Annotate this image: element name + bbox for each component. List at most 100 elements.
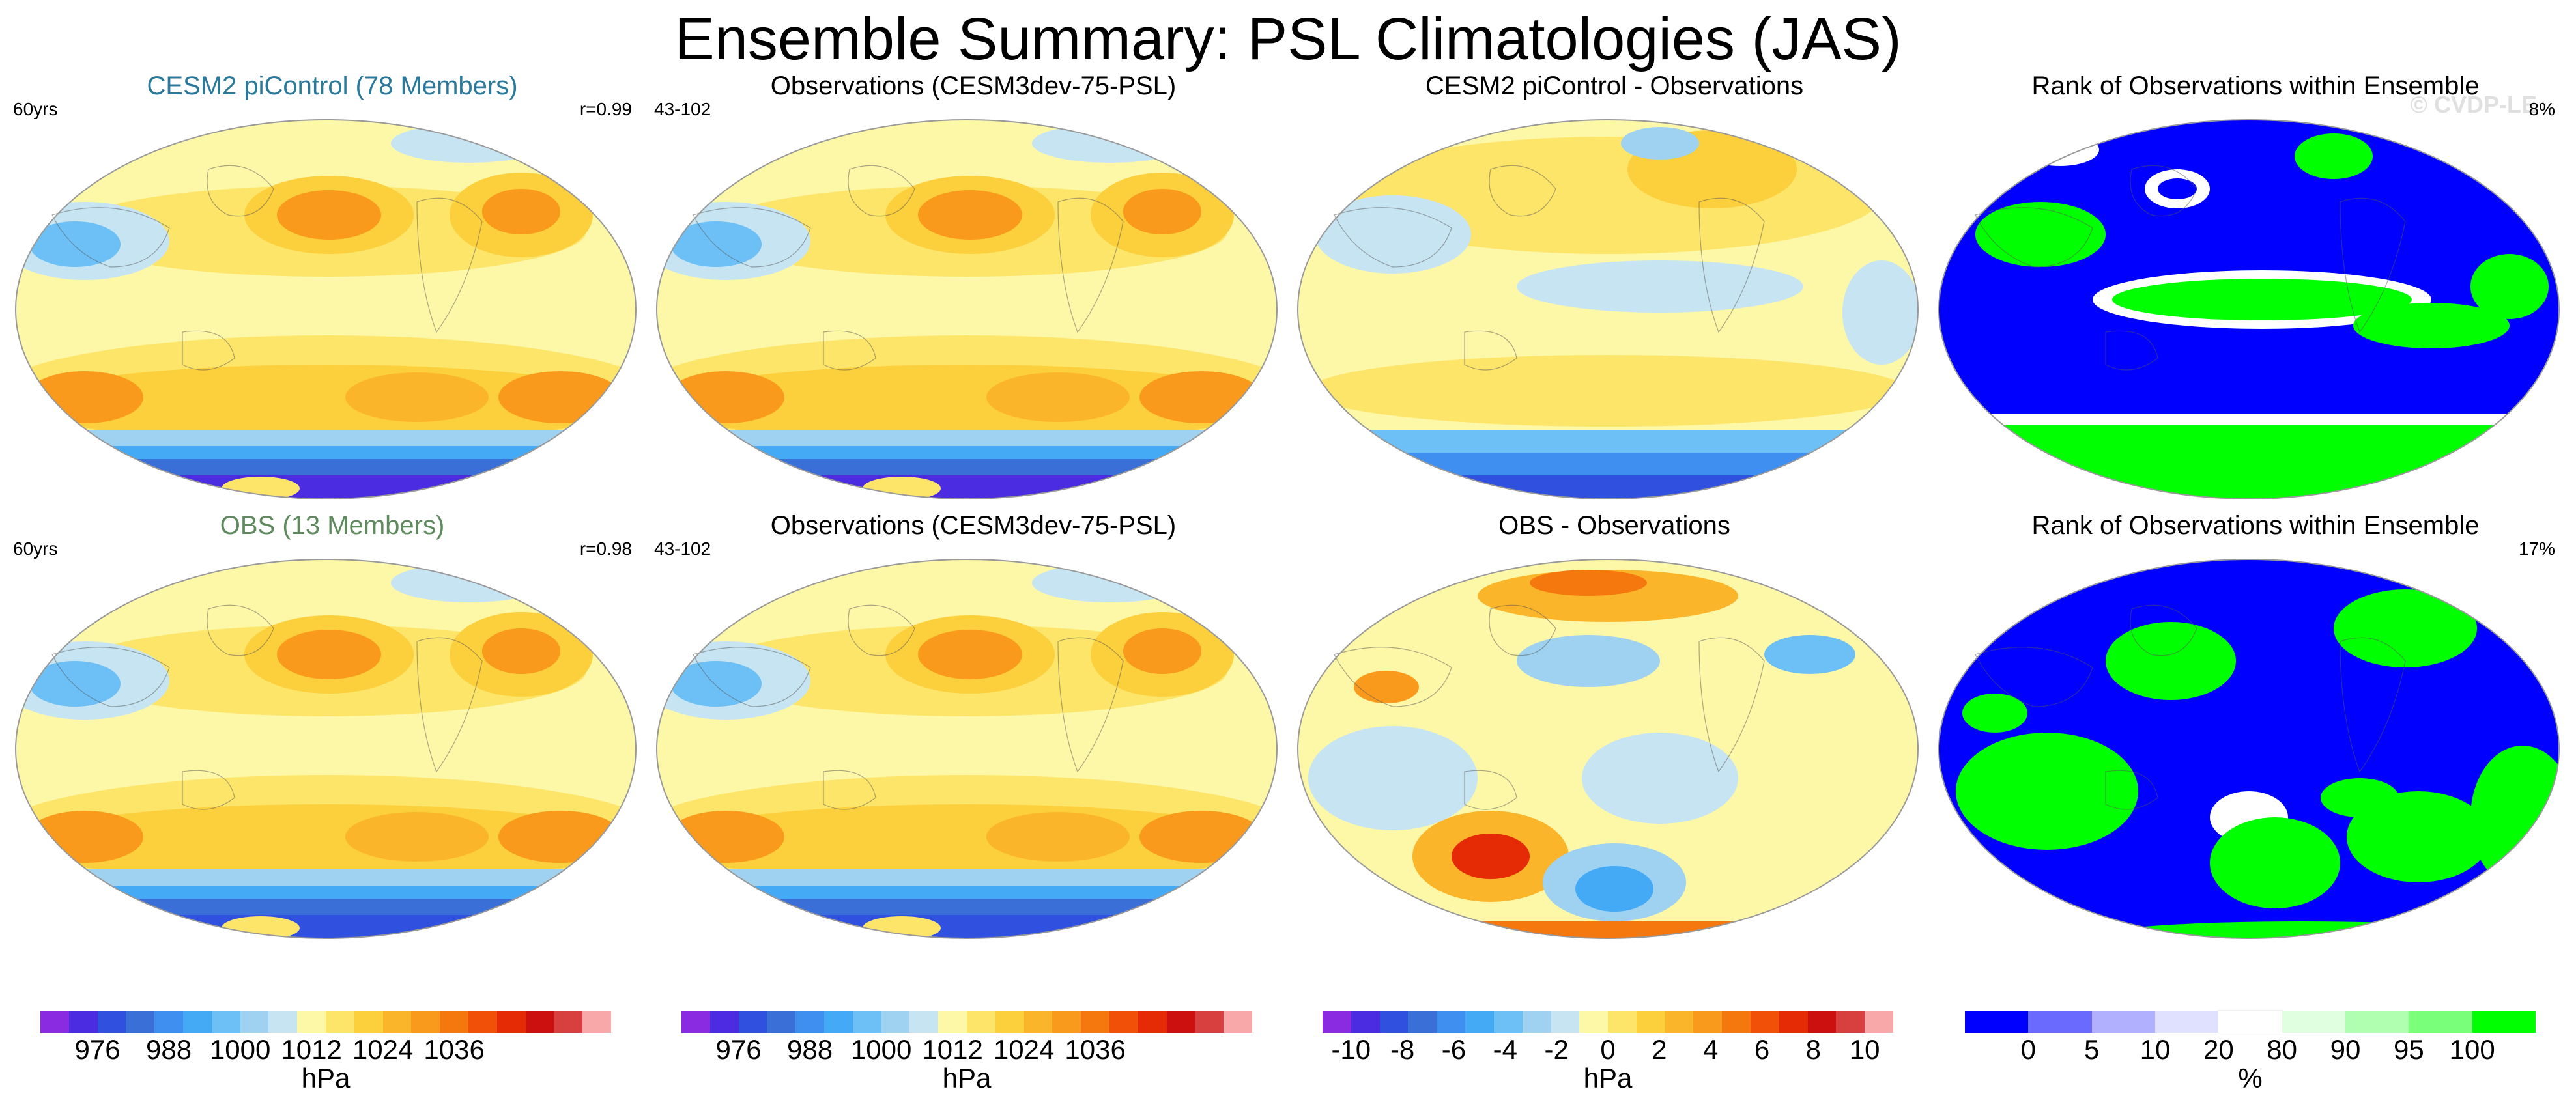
- north-pacific-high-core: [918, 630, 1022, 679]
- coastline-0: [2130, 604, 2197, 656]
- amundsen-negative-core: [1575, 866, 1653, 912]
- southern-ocean-neg-2: [1298, 453, 1918, 479]
- colorbar-swatch: [1166, 1011, 1195, 1033]
- coastline-1: [2340, 637, 2406, 773]
- colorbar-tick-label: 1012: [922, 1034, 983, 1065]
- south-atlantic-high: [498, 811, 622, 863]
- coastline-1: [1057, 197, 1124, 333]
- azores-high-core: [1123, 628, 1201, 674]
- south-pacific-negative: [1582, 733, 1738, 824]
- colorbar-swatch: [1465, 1011, 1495, 1033]
- watermark: © CVDP-LE: [2410, 91, 2537, 118]
- colorbar-swatch: [1636, 1011, 1666, 1033]
- colorbar-tick-label: 1036: [423, 1034, 485, 1065]
- colorbar-swatch: [183, 1011, 212, 1033]
- coastline-3: [1464, 770, 1517, 810]
- southern-ocean-green: [1939, 423, 2559, 499]
- azores-high-core: [482, 628, 560, 674]
- arctic-positive-core: [1530, 570, 1647, 596]
- colorbar-swatch: [2345, 1011, 2409, 1033]
- coastline-3: [823, 770, 876, 810]
- colorbar-swatch: [795, 1011, 825, 1033]
- colorbar-swatch: [1608, 1011, 1637, 1033]
- colorbar-tick-label: 976: [715, 1034, 762, 1065]
- coastline-0: [207, 604, 274, 656]
- map-border: [15, 559, 637, 939]
- panel-title: Observations (CESM3dev-75-PSL): [770, 72, 1177, 100]
- colorbar-swatch: [1751, 1011, 1780, 1033]
- colorbar-tick-label: 1024: [352, 1034, 414, 1065]
- colorbar-swatch: [1351, 1011, 1381, 1033]
- asia-positive: [1354, 671, 1419, 703]
- indian-ocean-high: [667, 371, 784, 423]
- coastline-1: [416, 197, 483, 333]
- panel-title: Observations (CESM3dev-75-PSL): [770, 511, 1177, 540]
- colorbar-swatch: [297, 1011, 326, 1033]
- panel-title: OBS - Observations: [1498, 511, 1730, 540]
- colorbar-swatch: [1379, 1011, 1409, 1033]
- south-pacific-high: [345, 372, 489, 422]
- atlantic-green: [2353, 303, 2510, 348]
- coastline-1: [2340, 197, 2406, 333]
- north-pacific-high-core: [918, 190, 1022, 240]
- colorbar-unit: hPa: [301, 1063, 351, 1093]
- colorbar-swatch: [995, 1011, 1025, 1033]
- colorbar-swatch: [326, 1011, 355, 1033]
- colorbar-swatch: [2218, 1010, 2283, 1033]
- panel-left-label: 60yrs: [13, 99, 58, 119]
- colorbar-tick-label: 1000: [209, 1034, 271, 1065]
- colorbar-swatch: [1138, 1011, 1167, 1033]
- colorbar-tick-label: -2: [1544, 1034, 1569, 1065]
- indian-negative: [1308, 726, 1478, 830]
- colorbar-tick-label: 100: [2449, 1034, 2495, 1065]
- colorbar-swatch: [1052, 1011, 1081, 1033]
- north-pacific-negative: [1517, 635, 1660, 687]
- colorbar-swatch: [1023, 1011, 1053, 1033]
- coastline-1: [1698, 637, 1765, 773]
- north-atlantic-green: [2334, 589, 2477, 667]
- colorbar-swatch: [411, 1011, 440, 1033]
- panel-right-label: 17%: [2518, 539, 2555, 559]
- antarctic-positive-core: [1347, 931, 1510, 938]
- southern-ocean-band-4: [657, 475, 1277, 499]
- arctic-low: [391, 563, 547, 602]
- coastline-0: [2130, 165, 2197, 217]
- map-border: [656, 119, 1278, 499]
- southern-subtropical-core: [661, 804, 1273, 882]
- colorbar-swatch: [1865, 1011, 1894, 1033]
- arctic-low: [1032, 563, 1188, 602]
- colorbar-tick-label: 988: [787, 1034, 833, 1065]
- colorbar-swatch: [582, 1011, 612, 1033]
- coastline-3: [182, 330, 235, 371]
- map-panel-2: [1297, 119, 1919, 499]
- colorbar-swatch: [967, 1011, 996, 1033]
- colorbar-tick-label: 0: [2020, 1034, 2036, 1065]
- panel-left-label: 43-102: [654, 539, 711, 559]
- panel-left-label: 60yrs: [13, 539, 58, 559]
- map-panel-3: [1938, 119, 2560, 499]
- south-atlantic-high: [1139, 371, 1263, 423]
- southern-ocean-band-4: [16, 475, 636, 499]
- colorbar-swatch: [1437, 1011, 1466, 1033]
- colorbar-swatch: [1408, 1011, 1437, 1033]
- southern-subtropical-core: [20, 804, 632, 882]
- southern-subtropical-core: [661, 365, 1273, 443]
- south-america-green: [2321, 778, 2399, 817]
- indian-ocean-high: [667, 811, 784, 863]
- africa-green: [1962, 694, 2027, 733]
- colorbar-swatch: [2028, 1011, 2093, 1033]
- colorbar-swatch: [709, 1011, 739, 1033]
- colorbar-tick-label: 10: [2140, 1034, 2171, 1065]
- colorbar-swatch: [97, 1011, 126, 1033]
- colorbar-swatch: [767, 1011, 796, 1033]
- panel-left-label: 43-102: [654, 99, 711, 119]
- colorbar-swatch: [824, 1011, 853, 1033]
- colorbar-tick-label: 2: [1652, 1034, 1667, 1065]
- panel-title: Rank of Observations within Ensemble: [2031, 72, 2480, 100]
- coastline-3: [2105, 770, 2158, 810]
- tropical-green: [2112, 279, 2412, 320]
- arctic-low: [1032, 124, 1188, 163]
- colorbar-unit: hPa: [942, 1063, 992, 1093]
- coastline-0: [1489, 604, 1556, 656]
- coastline-2: [1975, 647, 2093, 707]
